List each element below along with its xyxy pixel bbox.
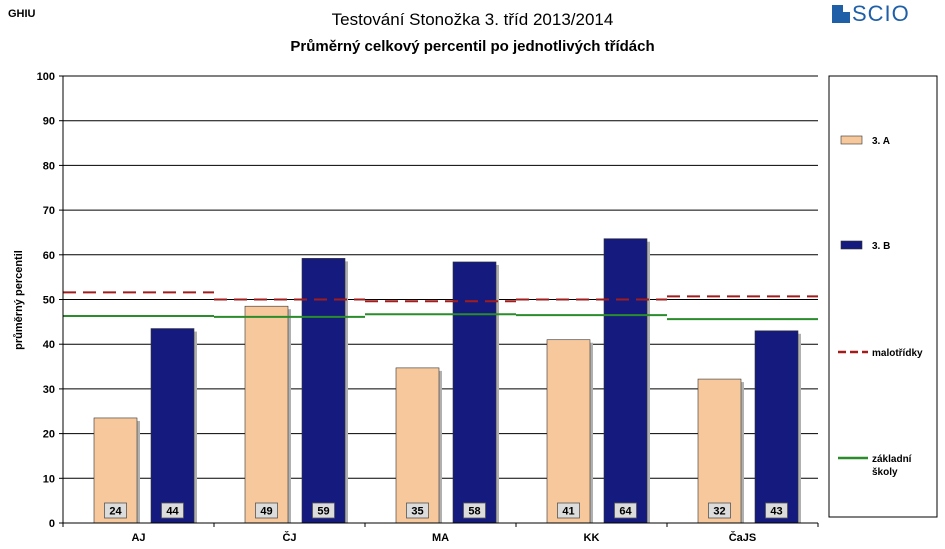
- value-label-box: [557, 502, 580, 519]
- axis-layer: 0 10 20 30 40 50 60 70 80 90 100 AJ ČJ MA KK ČaJS: [37, 71, 819, 544]
- legend-swatch: [840, 240, 863, 250]
- value-label-box: [312, 502, 335, 519]
- x-tick-label: MA: [432, 532, 449, 544]
- bar-3b: [150, 328, 195, 524]
- legend-box: [828, 75, 938, 518]
- scio-logo: SCIO: [832, 1, 910, 26]
- value-label-box: [614, 502, 637, 519]
- scio-logo-mark: [832, 5, 850, 23]
- value-label-box: [463, 502, 486, 519]
- value-label-box: [765, 502, 788, 519]
- value-label: 32: [713, 506, 725, 518]
- bar-3b: [301, 258, 346, 524]
- x-tick-label: KK: [584, 532, 600, 544]
- y-tick-label: 80: [43, 160, 55, 172]
- value-label: 43: [770, 506, 782, 518]
- lines-layer: [63, 291, 818, 321]
- y-tick-label: 90: [43, 116, 55, 128]
- labels-layer: 24 49 35 41 32 44 59 58 64 43: [104, 502, 788, 519]
- x-tick-label: AJ: [131, 532, 145, 544]
- value-label: 59: [317, 506, 329, 518]
- chart-title: Testování Stonožka 3. tříd 2013/2014: [331, 10, 614, 29]
- corner-code: GHIU: [8, 8, 36, 20]
- bars-layer: [93, 238, 801, 524]
- y-tick-label: 50: [43, 295, 55, 307]
- legend-label: 3. B: [872, 241, 890, 252]
- y-tick-label: 30: [43, 384, 55, 396]
- x-tick-label: ČaJS: [729, 531, 757, 544]
- value-label: 49: [260, 506, 272, 518]
- value-label-box: [161, 502, 184, 519]
- legend-label: malotřídky: [872, 348, 923, 359]
- y-axis-label: průměrný percentil: [13, 250, 25, 350]
- bar-3b: [603, 238, 648, 524]
- value-label: 64: [619, 506, 632, 518]
- value-label: 44: [166, 506, 179, 518]
- legend-label: 3. A: [872, 136, 890, 147]
- bar-3b: [754, 330, 799, 524]
- y-tick-label: 70: [43, 205, 55, 217]
- bar-3a: [546, 339, 591, 524]
- legend-label: základní: [872, 454, 913, 465]
- value-label-box: [406, 502, 429, 519]
- y-tick-label: 10: [43, 473, 55, 485]
- y-tick-label: 100: [37, 71, 55, 83]
- y-tick-label: 60: [43, 250, 55, 262]
- value-label-box: [255, 502, 278, 519]
- value-label-box: [104, 502, 127, 519]
- legend-swatch: [840, 135, 863, 145]
- legend: 3. A 3. B malotřídky základní školy: [828, 75, 938, 518]
- value-label: 35: [411, 506, 423, 518]
- value-label: 58: [468, 506, 480, 518]
- scio-logo-text: SCIO: [852, 1, 910, 26]
- bar-3a: [244, 305, 289, 524]
- bar-3a: [395, 367, 440, 524]
- y-tick-label: 20: [43, 429, 55, 441]
- bar-3a: [697, 378, 742, 524]
- legend-label-line2: školy: [872, 467, 898, 478]
- y-tick-label: 0: [49, 518, 55, 530]
- y-tick-label: 40: [43, 339, 55, 351]
- value-label: 24: [109, 506, 122, 518]
- value-label-box: [708, 502, 731, 519]
- chart-subtitle: Průměrný celkový percentil po jednotlivý…: [290, 38, 655, 55]
- x-tick-label: ČJ: [282, 531, 296, 544]
- value-label: 41: [562, 506, 574, 518]
- bar-3b: [452, 261, 497, 524]
